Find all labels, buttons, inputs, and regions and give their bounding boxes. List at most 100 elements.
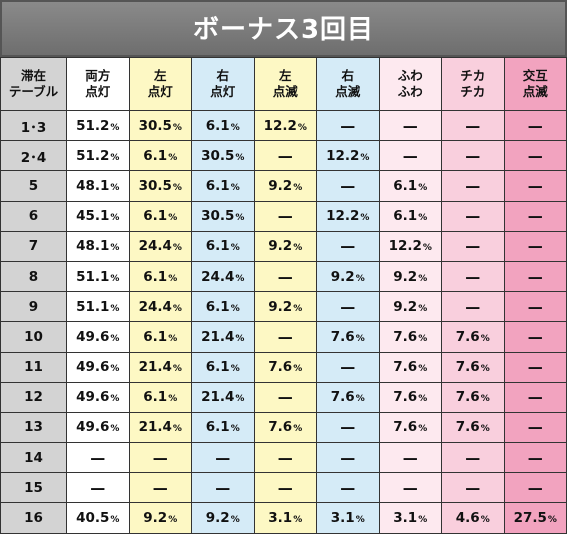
probability-value: 49.6 [76, 359, 110, 376]
probability-value: 6.1 [393, 208, 418, 225]
probability-value: 7.6 [455, 419, 480, 436]
column-header-line: 点滅 [335, 84, 361, 99]
probability-value: 51.1 [76, 298, 110, 315]
probability-cell: 24.4% [191, 260, 255, 293]
table-row: 6 45.1% 6.1% 30.5% —12.2% 6.1% — — [0, 200, 567, 232]
probability-cell: — [441, 200, 505, 232]
percent-unit: % [168, 273, 178, 284]
probability-cell: — [441, 170, 505, 202]
column-header-line: ふわ [397, 68, 423, 83]
probability-value: 6.1 [205, 419, 230, 436]
column-header: チカ チカ [441, 57, 505, 111]
probability-value: 30.5 [138, 117, 172, 134]
probability-cell: — [503, 321, 567, 353]
percent-unit: % [230, 424, 240, 435]
probability-value: 6.1 [205, 359, 230, 376]
table-row: 16 40.5% 9.2% 9.2% 3.1% 3.1% 3.1% 4.6% 27.5% [0, 502, 567, 534]
probability-value: 6.1 [205, 117, 230, 134]
percent-unit: % [172, 424, 182, 435]
percent-unit: % [172, 303, 182, 314]
table-row: 8 51.1% 6.1% 24.4% —9.2% 9.2% — — [0, 260, 567, 293]
probability-cell: 3.1% [378, 502, 442, 534]
probability-value: 40.5 [76, 510, 110, 527]
probability-value: 45.1 [76, 208, 110, 225]
percent-unit: % [360, 213, 370, 224]
probability-value: — [527, 297, 543, 316]
probability-cell: 40.5% [66, 502, 130, 534]
column-header-line: 点滅 [272, 84, 298, 99]
probability-value: — [277, 207, 293, 226]
probability-cell: 24.4% [128, 291, 192, 323]
percent-unit: % [418, 333, 428, 344]
probability-cell: 7.6% [441, 321, 505, 353]
probability-value: — [277, 388, 293, 407]
table-row: 5 48.1% 30.5% 6.1% 9.2% —6.1% — — [0, 170, 567, 202]
probability-value: — [465, 237, 481, 256]
probability-cell: 7.6% [441, 381, 505, 413]
probability-cell: 9.2% [128, 502, 192, 534]
probability-value: 6.1 [143, 268, 168, 285]
probability-value: 12.2 [326, 147, 360, 164]
probability-value: — [527, 237, 543, 256]
probability-value: 7.6 [393, 419, 418, 436]
probability-cell: 49.6% [66, 321, 130, 353]
probability-value: — [527, 358, 543, 377]
percent-unit: % [297, 122, 307, 133]
probability-value: — [527, 327, 543, 346]
probability-value: — [340, 478, 356, 497]
probability-value: 3.1 [268, 510, 293, 527]
table-number-cell: 7 [0, 230, 67, 262]
probability-value: — [340, 418, 356, 437]
probability-cell: 4.6% [441, 502, 505, 534]
probability-cell: 9.2% [378, 291, 442, 323]
column-header: 交互 点滅 [503, 57, 567, 111]
probability-value: 12.2 [326, 208, 360, 225]
probability-cell: 21.4% [128, 411, 192, 444]
probability-value: 7.6 [393, 359, 418, 376]
table-number-cell: 14 [0, 442, 67, 474]
probability-table: 滞在 テーブル 両方 点灯左点灯右点灯左点滅右点滅 ふわ ふわ チカ チカ 交互 点滅 1･3 51… [0, 57, 567, 534]
table-row: 14 — — — — — — — — [0, 442, 567, 474]
probability-cell: 7.6% [253, 411, 317, 444]
probability-cell: 30.5% [128, 109, 192, 142]
probability-cell: 9.2% [253, 291, 317, 323]
percent-unit: % [110, 424, 120, 435]
percent-unit: % [418, 213, 428, 224]
percent-unit: % [355, 394, 365, 405]
percent-unit: % [235, 273, 245, 284]
probability-cell: 48.1% [66, 230, 130, 262]
probability-value: 30.5 [201, 208, 235, 225]
probability-cell: 24.4% [128, 230, 192, 262]
percent-unit: % [110, 182, 120, 193]
probability-cell: 7.6% [253, 351, 317, 383]
probability-cell: — [503, 351, 567, 383]
percent-unit: % [168, 515, 178, 526]
probability-cell: 9.2% [253, 230, 317, 262]
probability-value: 49.6 [76, 419, 110, 436]
column-header-line: 点灯 [147, 84, 173, 99]
probability-cell: — [378, 442, 442, 474]
probability-cell: — [503, 109, 567, 142]
column-header-line: 左 [278, 68, 292, 83]
probability-value: 9.2 [268, 298, 293, 315]
probability-cell: — [316, 351, 380, 383]
probability-value: 9.2 [205, 510, 230, 527]
probability-value: 6.1 [143, 208, 168, 225]
table-row: 7 48.1% 24.4% 6.1% 9.2% —12.2% — — [0, 230, 567, 262]
probability-value: — [402, 478, 418, 497]
percent-unit: % [293, 515, 303, 526]
probability-value: 49.6 [76, 328, 110, 345]
probability-cell: 45.1% [66, 200, 130, 232]
probability-cell: — [253, 381, 317, 413]
probability-cell: 6.1% [128, 200, 192, 232]
probability-cell: 6.1% [128, 260, 192, 293]
probability-cell: 6.1% [128, 140, 192, 172]
probability-cell: 6.1% [191, 170, 255, 202]
probability-cell: — [441, 442, 505, 474]
probability-cell: — [128, 472, 192, 504]
probability-value: 7.6 [393, 328, 418, 345]
probability-cell: — [503, 411, 567, 444]
column-header: 右点灯 [191, 57, 255, 111]
probability-value: — [527, 388, 543, 407]
probability-cell: — [503, 442, 567, 474]
